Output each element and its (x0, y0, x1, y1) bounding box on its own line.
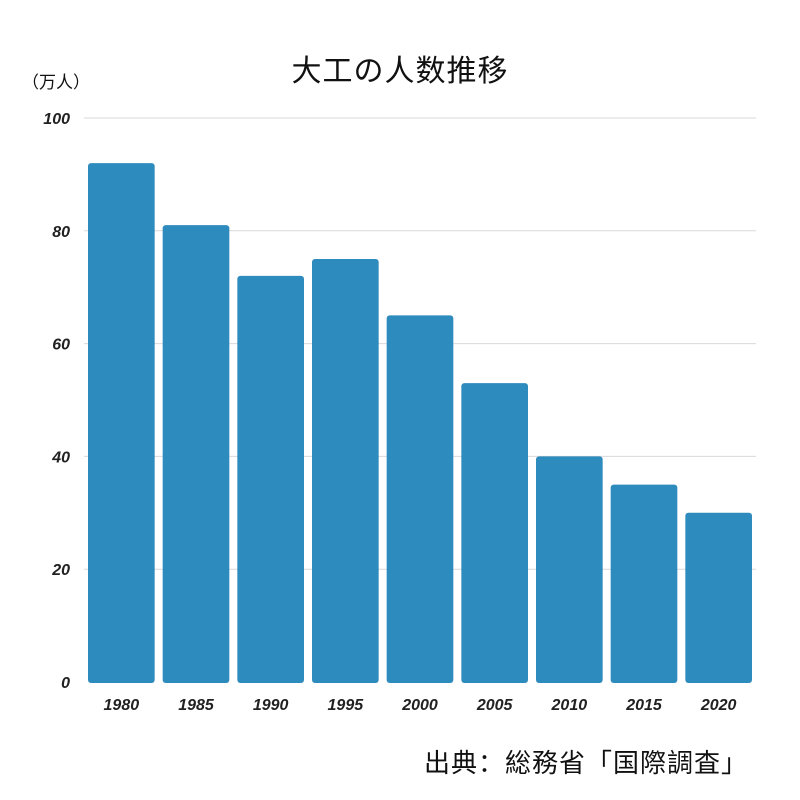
x-tick-label: 1980 (104, 697, 140, 714)
bar-2015 (610, 484, 678, 683)
bar-1990 (237, 275, 304, 683)
bar-2010 (536, 456, 603, 683)
y-tick-label: 20 (51, 562, 70, 579)
x-tick-label: 1985 (178, 697, 215, 714)
x-tick-label: 2020 (700, 697, 737, 714)
x-tick-label: 1990 (253, 697, 289, 714)
x-tick-label: 2005 (476, 697, 514, 714)
bar-2020 (685, 512, 752, 683)
source-note: 出典：総務省「国際調査」 (423, 749, 748, 779)
y-axis-unit-label: （万人） (22, 73, 90, 93)
bar-2005 (461, 383, 528, 683)
x-tick-label: 2010 (551, 697, 588, 714)
bar-1995 (312, 259, 379, 683)
y-tick-label: 40 (51, 449, 70, 466)
x-tick-label: 2015 (625, 697, 663, 714)
chart-title: 大工の人数推移 (291, 54, 509, 89)
bar-1980 (88, 163, 155, 683)
x-axis-tick-labels: 1980 1985 1990 1995 2000 2005 2010 2015 2020 (104, 697, 737, 714)
bars (88, 163, 752, 683)
bar-1985 (162, 225, 230, 683)
y-tick-label: 80 (52, 224, 70, 241)
y-tick-label: 60 (52, 337, 70, 354)
y-tick-label: 0 (61, 675, 70, 692)
y-axis-tick-labels: 0 20 40 60 80 100 (43, 111, 70, 692)
bar-2000 (386, 315, 454, 683)
x-tick-label: 1995 (328, 697, 365, 714)
x-tick-label: 2000 (401, 697, 438, 714)
y-tick-label: 100 (43, 111, 70, 128)
